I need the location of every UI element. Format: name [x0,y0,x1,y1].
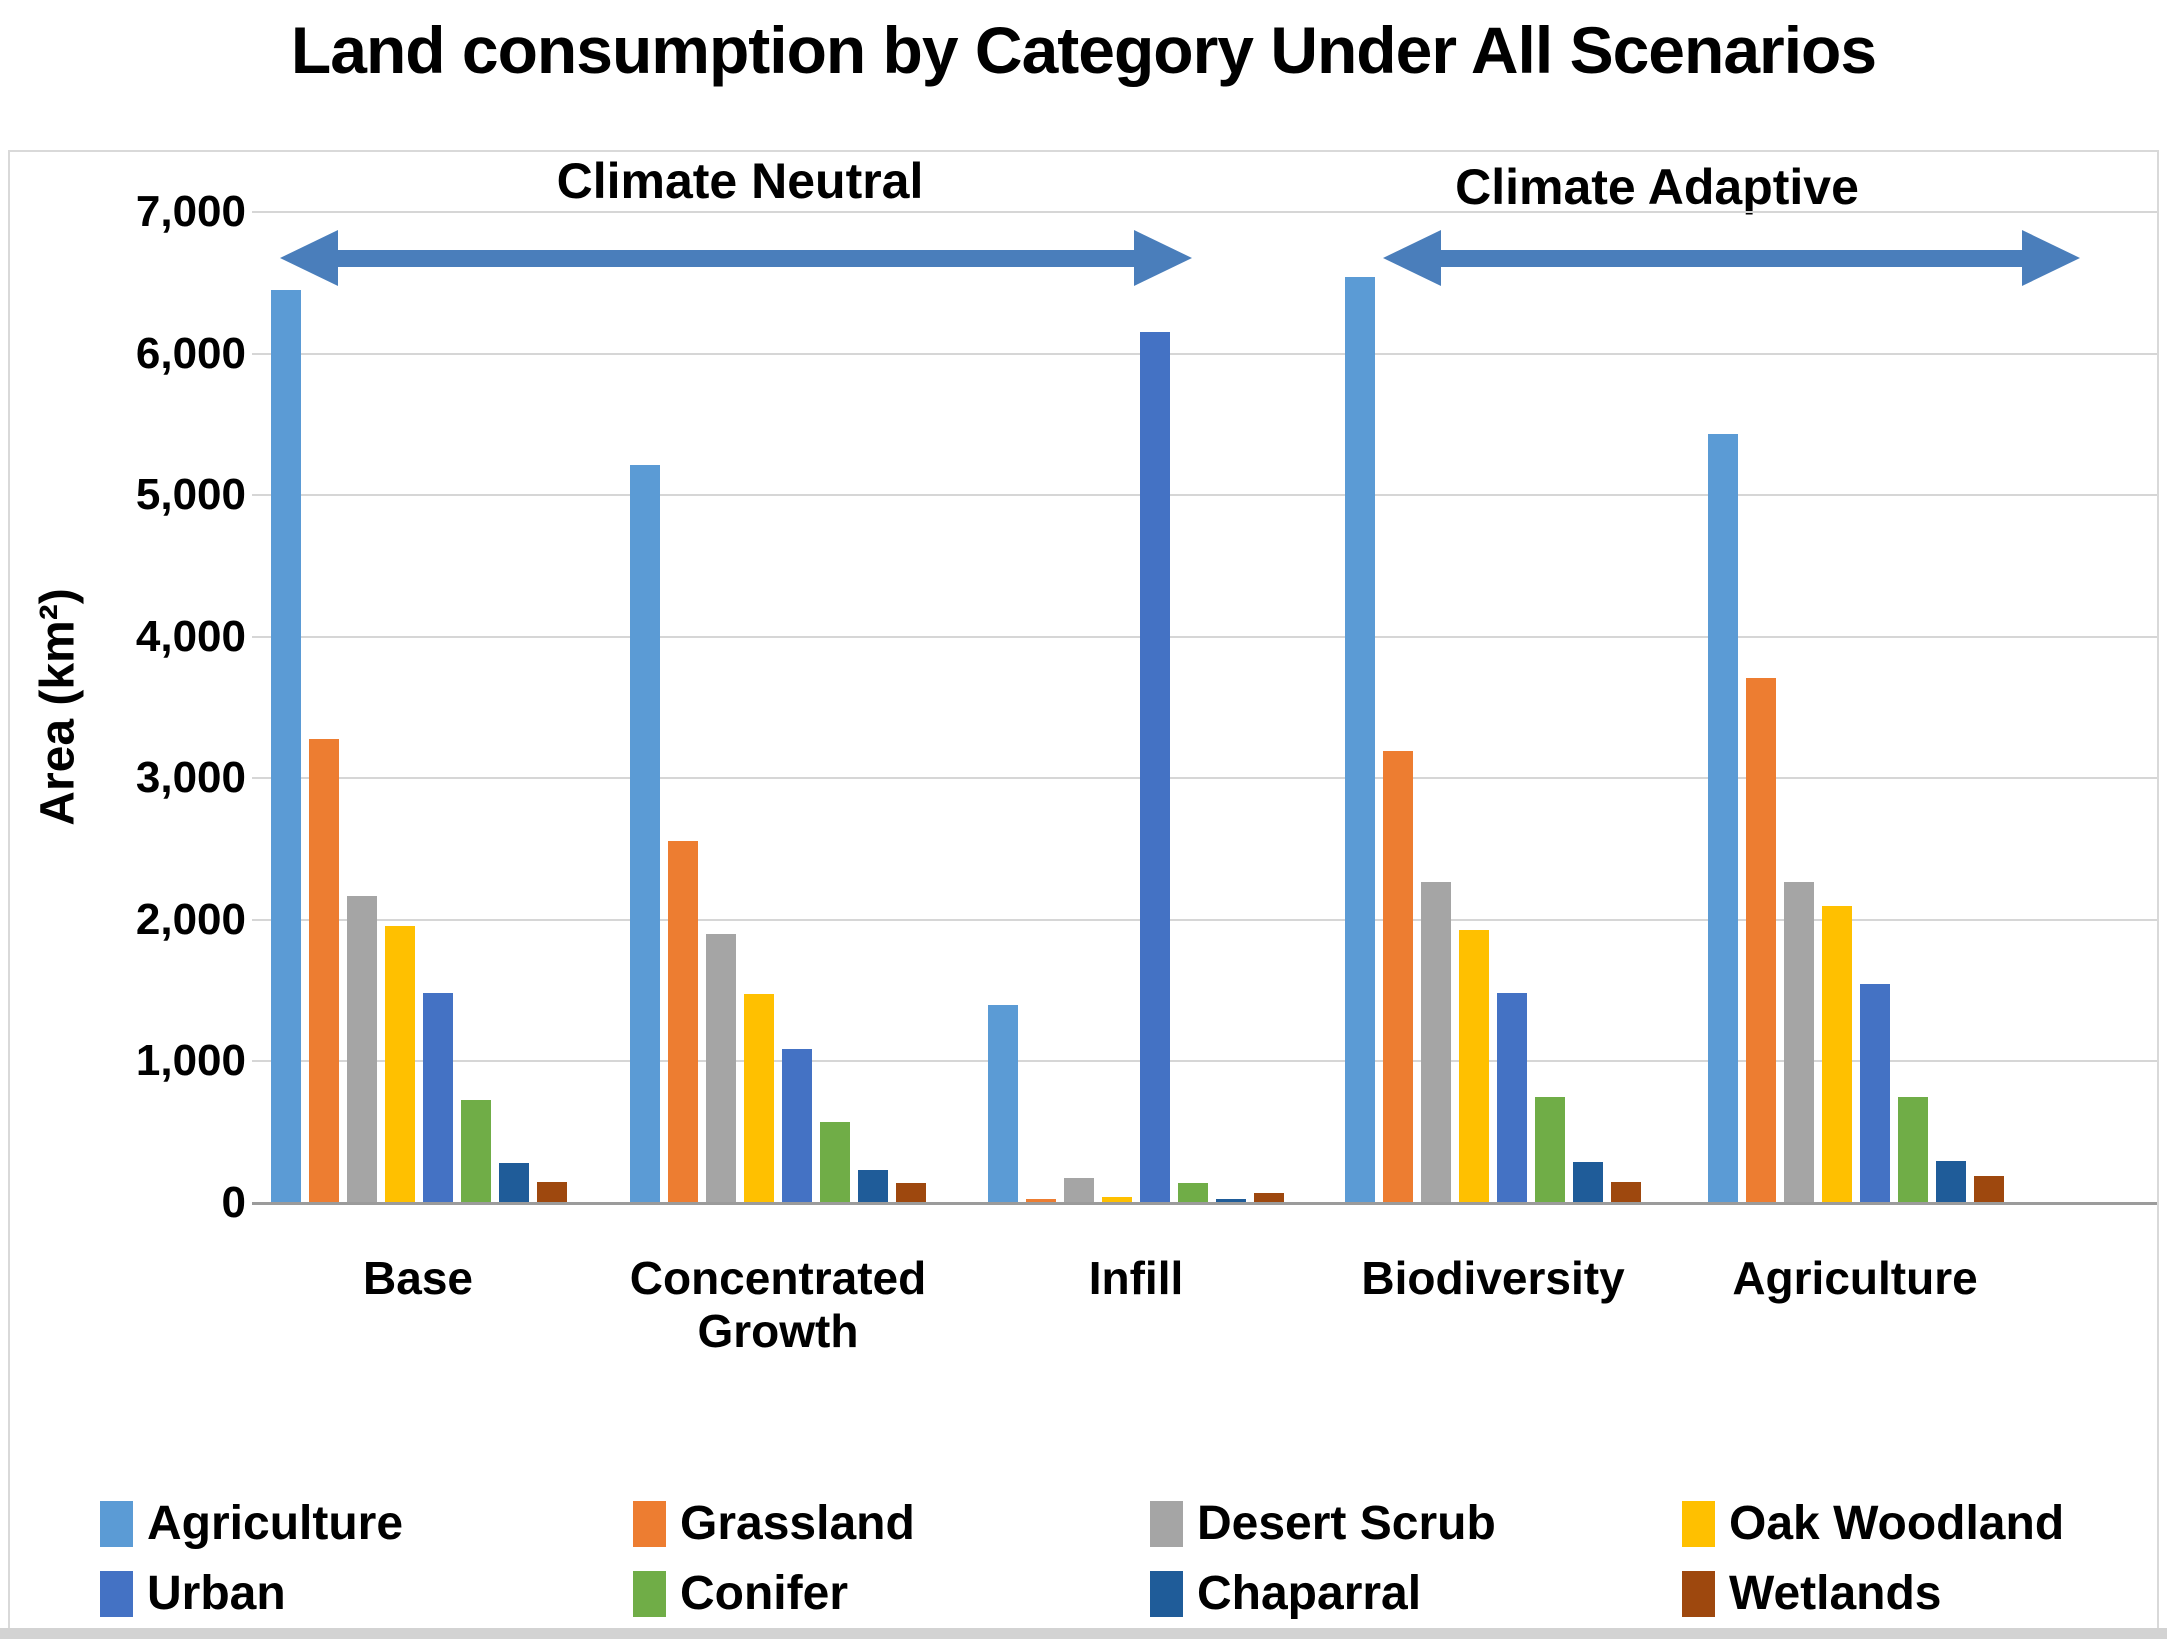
y-tick-label-2000: 2,000 [135,894,246,944]
bar-urban-concentrated-growth [782,1049,812,1203]
bar-conifer-biodiversity [1535,1097,1565,1203]
annotation-climate-adaptive: Climate Adaptive [1437,158,1877,216]
arrow-head-right [1134,230,1192,286]
bar-chaparral-concentrated-growth [858,1170,888,1203]
y-tick-label-3000: 3,000 [135,753,246,803]
y-tick-label-6000: 6,000 [135,328,246,378]
legend-swatch-wetlands [1682,1571,1715,1617]
legend-swatch-conifer [633,1571,666,1617]
bar-desert-scrub-concentrated-growth [706,934,736,1203]
legend-label: Desert Scrub [1197,1497,1496,1550]
y-tick-label-7000: 7,000 [135,187,246,236]
y-tick-label-1000: 1,000 [135,1036,246,1086]
legend-label: Agriculture [147,1497,404,1550]
legend-swatch-chaparral [1150,1571,1183,1617]
bar-desert-scrub-infill [1064,1178,1094,1203]
arrow-head-right [2022,230,2080,286]
x-category-label-biodiversity: Biodiversity [1361,1252,1625,1304]
bar-grassland-base [309,739,339,1203]
legend-item-grassland: Grassland [633,1498,915,1550]
x-axis-line [252,1202,2157,1205]
bar-wetlands-agriculture [1974,1176,2004,1203]
legend-swatch-grassland [633,1501,666,1547]
bar-wetlands-biodiversity [1611,1182,1641,1203]
legend-swatch-oak-woodland [1682,1501,1715,1547]
climate-neutral-arrow [280,230,1192,286]
bar-desert-scrub-base [347,896,377,1203]
legend-label: Urban [147,1567,286,1620]
bar-chaparral-infill [1216,1199,1246,1203]
bar-conifer-agriculture [1898,1097,1928,1203]
x-category-label-infill: Infill [1088,1252,1184,1304]
gridline-6000 [252,352,2157,355]
bar-wetlands-concentrated-growth [896,1183,926,1203]
bar-desert-scrub-biodiversity [1421,882,1451,1203]
legend-item-desert-scrub: Desert Scrub [1150,1498,1496,1550]
bar-oak-woodland-agriculture [1822,906,1852,1203]
bar-urban-biodiversity [1497,993,1527,1203]
bar-chaparral-agriculture [1936,1161,1966,1203]
gridline-4000 [252,635,2157,638]
y-tick-label-5000: 5,000 [135,470,246,520]
bar-desert-scrub-agriculture [1784,882,1814,1203]
bar-agriculture-biodiversity [1345,277,1375,1203]
bar-oak-woodland-biodiversity [1459,930,1489,1203]
arrow-body [334,249,1138,267]
bar-conifer-concentrated-growth [820,1122,850,1203]
gridline-5000 [252,494,2157,497]
legend-swatch-urban [100,1571,133,1617]
x-category-label-base: Base [363,1252,473,1304]
annotation-climate-neutral: Climate Neutral [538,152,942,210]
bar-agriculture-base [271,290,301,1203]
arrow-head-left [1383,230,1441,286]
bar-grassland-infill [1026,1199,1056,1203]
bar-oak-woodland-concentrated-growth [744,994,774,1203]
bar-chaparral-base [499,1163,529,1203]
legend-label: Chaparral [1197,1567,1422,1620]
legend-swatch-agriculture [100,1501,133,1547]
gridline-7000 [252,211,2157,213]
legend-item-conifer: Conifer [633,1568,848,1620]
legend-label: Oak Woodland [1729,1497,2065,1550]
gridline-3000 [252,777,2157,780]
bar-chaparral-biodiversity [1573,1162,1603,1203]
bar-urban-base [423,993,453,1203]
y-tick-label-4000: 4,000 [135,611,246,661]
bar-agriculture-concentrated-growth [630,465,660,1203]
bar-oak-woodland-base [385,926,415,1203]
legend-item-urban: Urban [100,1568,286,1620]
legend-item-oak-woodland: Oak Woodland [1682,1498,2064,1550]
legend-label: Conifer [680,1567,848,1620]
bar-conifer-infill [1178,1183,1208,1203]
bar-conifer-base [461,1100,491,1203]
bar-agriculture-agriculture [1708,434,1738,1203]
bar-grassland-biodiversity [1383,751,1413,1203]
x-category-label-concentrated-growth: Concentrated Growth [629,1252,927,1357]
climate-adaptive-arrow [1383,230,2080,286]
gridline-1000 [252,1060,2157,1063]
x-category-label-agriculture: Agriculture [1732,1252,1978,1304]
legend-swatch-desert-scrub [1150,1501,1183,1547]
arrow-body [1437,249,2026,267]
chart-bottom-edge [0,1628,2167,1639]
bar-urban-agriculture [1860,984,1890,1203]
bar-agriculture-infill [988,1005,1018,1203]
chart-title: Land consumption by Category Under All S… [290,13,1877,87]
legend-label: Grassland [680,1497,915,1550]
arrow-head-left [280,230,338,286]
bar-wetlands-infill [1254,1193,1284,1203]
bar-oak-woodland-infill [1102,1197,1132,1203]
bar-wetlands-base [537,1182,567,1203]
bar-grassland-concentrated-growth [668,841,698,1203]
y-tick-label-0: 0 [221,1178,246,1227]
bar-urban-infill [1140,332,1170,1203]
gridline-2000 [252,918,2157,921]
legend-label: Wetlands [1729,1567,1942,1620]
legend-item-agriculture: Agriculture [100,1498,403,1550]
bar-grassland-agriculture [1746,678,1776,1203]
legend-item-chaparral: Chaparral [1150,1568,1421,1620]
legend-item-wetlands: Wetlands [1682,1568,1941,1620]
